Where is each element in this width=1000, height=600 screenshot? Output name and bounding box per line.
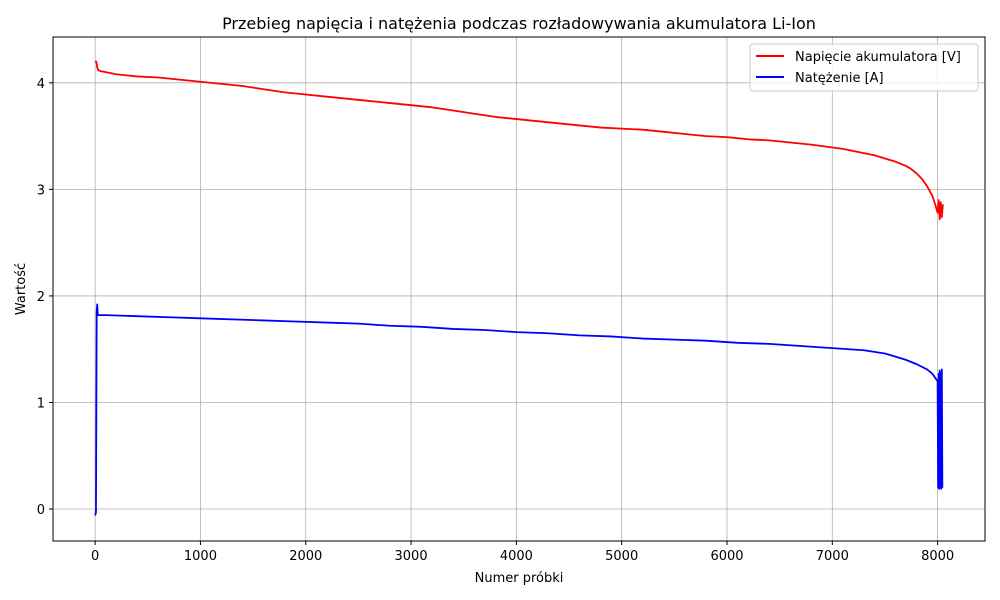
plot-frame [52, 36, 986, 542]
y-tick-label: 3 [37, 183, 45, 198]
y-axis: 0 1 2 3 4 [37, 77, 53, 518]
legend: Napięcie akumulatora [V] Natężenie [A] [749, 43, 979, 92]
voltage-series-line [95, 60, 944, 221]
legend-box [749, 43, 979, 92]
x-axis-label: Numer próbki [475, 571, 564, 586]
chart-title: Przebieg napięcia i natężenia podczas ro… [222, 14, 816, 33]
x-tick-label: 3000 [395, 549, 428, 564]
y-tick-label: 4 [37, 77, 45, 92]
x-tick-label: 5000 [605, 549, 638, 564]
x-tick-label: 0 [91, 549, 99, 564]
x-tick-label: 7000 [816, 549, 849, 564]
x-tick-label: 6000 [710, 549, 743, 564]
y-tick-label: 0 [37, 503, 45, 518]
grid [53, 37, 985, 541]
x-tick-label: 4000 [500, 549, 533, 564]
plot-lines [94, 60, 944, 516]
y-tick-label: 2 [37, 290, 45, 305]
current-series-line [94, 303, 944, 516]
y-axis-label: Wartość [14, 263, 29, 315]
x-tick-label: 2000 [289, 549, 322, 564]
y-tick-label: 1 [37, 396, 45, 411]
legend-label-voltage: Napięcie akumulatora [V] [795, 50, 961, 65]
x-tick-label: 1000 [184, 549, 217, 564]
x-tick-label: 8000 [921, 549, 954, 564]
x-axis: 0 1000 2000 3000 4000 5000 6000 7000 8000 [91, 541, 954, 564]
legend-label-current: Natężenie [A] [795, 71, 884, 86]
